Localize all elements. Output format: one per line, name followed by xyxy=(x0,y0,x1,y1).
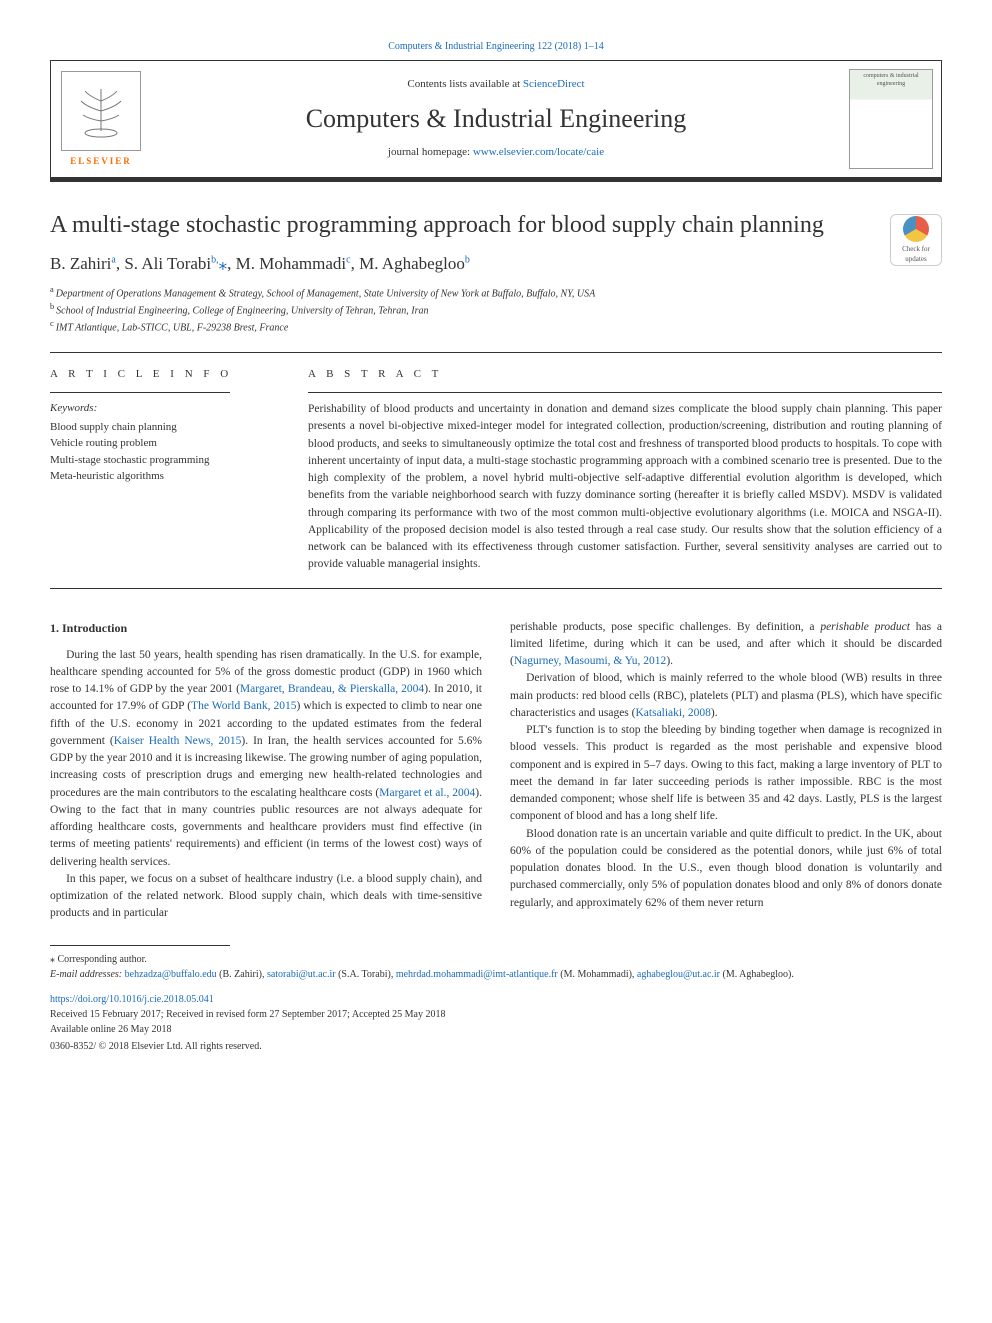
available-online: Available online 26 May 2018 xyxy=(50,1022,942,1037)
keywords-label: Keywords: xyxy=(50,401,280,416)
updates-badge-icon xyxy=(903,216,929,242)
section-title: Introduction xyxy=(62,621,127,635)
issn-copyright: 0360-8352/ © 2018 Elsevier Ltd. All righ… xyxy=(50,1039,942,1054)
divider xyxy=(50,588,942,589)
elsevier-tree-icon xyxy=(61,71,141,151)
keyword: Meta-heuristic algorithms xyxy=(50,468,280,485)
abstract-rule xyxy=(308,392,942,393)
contents-prefix: Contents lists available at xyxy=(407,78,522,90)
journal-name: Computers & Industrial Engineering xyxy=(159,101,833,137)
email-name: (S.A. Torabi) xyxy=(338,969,391,980)
author-email-link[interactable]: behzadza@buffalo.edu xyxy=(125,969,217,980)
email-name: (M. Mohammadi) xyxy=(560,969,632,980)
journal-header: ELSEVIER Contents lists available at Sci… xyxy=(50,60,942,182)
doi-link[interactable]: https://doi.org/10.1016/j.cie.2018.05.04… xyxy=(50,992,942,1007)
section-number: 1. xyxy=(50,621,59,635)
article-title: A multi-stage stochastic programming app… xyxy=(50,210,942,240)
corresponding-author-note: ⁎ Corresponding author. xyxy=(50,952,942,967)
publisher-name: ELSEVIER xyxy=(70,155,132,168)
abstract-text: Perishability of blood products and unce… xyxy=(308,401,942,574)
divider xyxy=(50,352,942,353)
badge-line1: Check for xyxy=(902,245,930,255)
keyword: Multi-stage stochastic programming xyxy=(50,452,280,469)
body-column-left: 1. Introduction During the last 50 years… xyxy=(50,619,482,923)
email-name: (M. Aghabegloo) xyxy=(723,969,792,980)
body-paragraph: perishable products, pose specific chall… xyxy=(510,619,942,671)
email-label: E-mail addresses: xyxy=(50,969,122,980)
body-paragraph: Derivation of blood, which is mainly ref… xyxy=(510,670,942,722)
authors-line: B. Zahiria, S. Ali Torabib,⁎, M. Mohamma… xyxy=(50,252,942,276)
keyword: Blood supply chain planning xyxy=(50,419,280,436)
journal-homepage-line: journal homepage: www.elsevier.com/locat… xyxy=(159,145,833,160)
author-email-link[interactable]: satorabi@ut.ac.ir xyxy=(267,969,336,980)
author-email-link[interactable]: aghabeglou@ut.ac.ir xyxy=(637,969,720,980)
info-rule xyxy=(50,392,230,393)
article-footer: ⁎ Corresponding author. E-mail addresses… xyxy=(50,952,942,1054)
sciencedirect-link[interactable]: ScienceDirect xyxy=(523,78,585,90)
keyword: Vehicle routing problem xyxy=(50,435,280,452)
cover-label: computers & industrial engineering xyxy=(849,69,933,169)
contents-available-line: Contents lists available at ScienceDirec… xyxy=(159,77,833,92)
journal-homepage-link[interactable]: www.elsevier.com/locate/caie xyxy=(473,146,604,158)
affiliation-c: IMT Atlantique, Lab-STICC, UBL, F-29238 … xyxy=(56,323,289,334)
badge-line2: updates xyxy=(905,255,926,265)
check-for-updates-badge[interactable]: Check for updates xyxy=(890,214,942,266)
body-paragraph: In this paper, we focus on a subset of h… xyxy=(50,871,482,923)
email-name: (B. Zahiri) xyxy=(219,969,262,980)
article-history: Received 15 February 2017; Received in r… xyxy=(50,1007,942,1022)
abstract-heading: A B S T R A C T xyxy=(308,367,942,382)
body-paragraph: PLT's function is to stop the bleeding b… xyxy=(510,722,942,826)
header-rule xyxy=(51,177,941,181)
article-info-heading: A R T I C L E I N F O xyxy=(50,367,280,382)
homepage-prefix: journal homepage: xyxy=(388,146,473,158)
section-heading: 1. Introduction xyxy=(50,619,482,637)
body-paragraph: During the last 50 years, health spendin… xyxy=(50,647,482,871)
keywords-list: Blood supply chain planning Vehicle rout… xyxy=(50,419,280,485)
body-column-right: perishable products, pose specific chall… xyxy=(510,619,942,923)
body-paragraph: Blood donation rate is an uncertain vari… xyxy=(510,826,942,912)
author-email-link[interactable]: mehrdad.mohammadi@imt-atlantique.fr xyxy=(396,969,558,980)
affiliations: aDepartment of Operations Management & S… xyxy=(50,284,942,336)
citation-line: Computers & Industrial Engineering 122 (… xyxy=(50,40,942,54)
email-addresses: E-mail addresses: behzadza@buffalo.edu (… xyxy=(50,967,942,982)
journal-cover-thumb: computers & industrial engineering xyxy=(841,61,941,177)
footer-separator xyxy=(50,945,230,946)
publisher-logo: ELSEVIER xyxy=(51,61,151,177)
affiliation-b: School of Industrial Engineering, Colleg… xyxy=(56,305,428,316)
affiliation-a: Department of Operations Management & St… xyxy=(56,288,596,299)
